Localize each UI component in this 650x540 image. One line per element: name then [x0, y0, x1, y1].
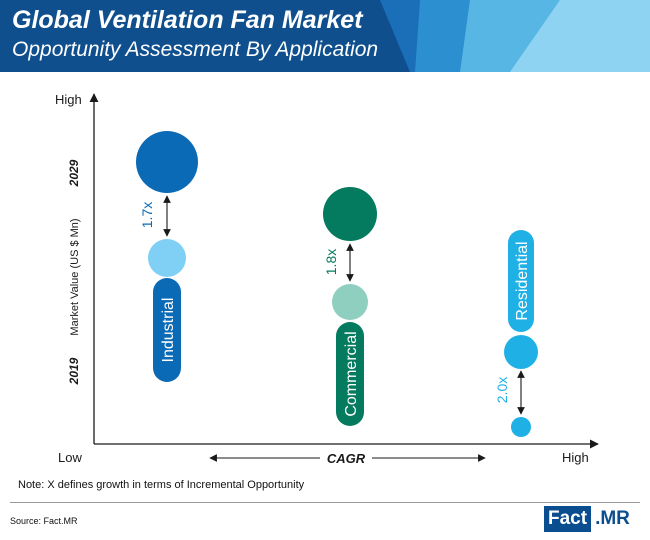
commercial-2029-bubble [323, 187, 377, 241]
logo-part-a: Fact [544, 506, 592, 532]
industrial-label-pill [153, 278, 181, 382]
cagr-label-backdrop [320, 448, 372, 468]
header-banner: Global Ventilation Fan Market Opportunit… [0, 0, 650, 72]
chart-note: Note: X defines growth in terms of Incre… [18, 479, 305, 491]
residential-2019-bubble [511, 417, 531, 437]
residential-category-label: Residential [514, 241, 531, 320]
commercial-growth-label: 1.8x [323, 249, 339, 275]
commercial-category-label: Commercial [343, 331, 360, 416]
chart-marks: 1.7x Industrial 1.8x Commercial 2.0x Resident… [136, 131, 538, 437]
industrial-growth-label: 1.7x [139, 202, 155, 228]
header-stripe-1 [0, 0, 410, 72]
residential-growth-label: 2.0x [494, 377, 510, 403]
year-end-label: 2029 [67, 159, 81, 187]
y-axis-label: Market Value (US $ Mn) [69, 218, 81, 335]
residential-2029-bubble [504, 335, 538, 369]
logo-part-b: .MR [595, 508, 630, 529]
x-axis-label: CAGR [327, 451, 366, 466]
commercial-2019-bubble [332, 284, 368, 320]
industrial-2029-bubble [136, 131, 198, 193]
header-background [0, 0, 650, 72]
chart-title: Global Ventilation Fan Market [12, 6, 363, 34]
industrial-2019-bubble [148, 239, 186, 277]
residential-label-pill [508, 230, 534, 332]
footer-divider [10, 502, 640, 503]
chart-subtitle: Opportunity Assessment By Application [12, 38, 379, 61]
year-start-label: 2019 [67, 357, 81, 385]
y-axis-high-label: High [55, 92, 82, 107]
industrial-category-label: Industrial [160, 298, 177, 363]
x-axis-high-label: High [562, 450, 589, 465]
factmr-logo: Fact .MR [544, 506, 634, 532]
bubble-chart: High Low High Market Value (US $ Mn) 202… [55, 92, 599, 468]
x-axis-low-label: Low [58, 450, 82, 465]
commercial-label-pill [336, 322, 364, 426]
source-text: Source: Fact.MR [10, 516, 78, 526]
